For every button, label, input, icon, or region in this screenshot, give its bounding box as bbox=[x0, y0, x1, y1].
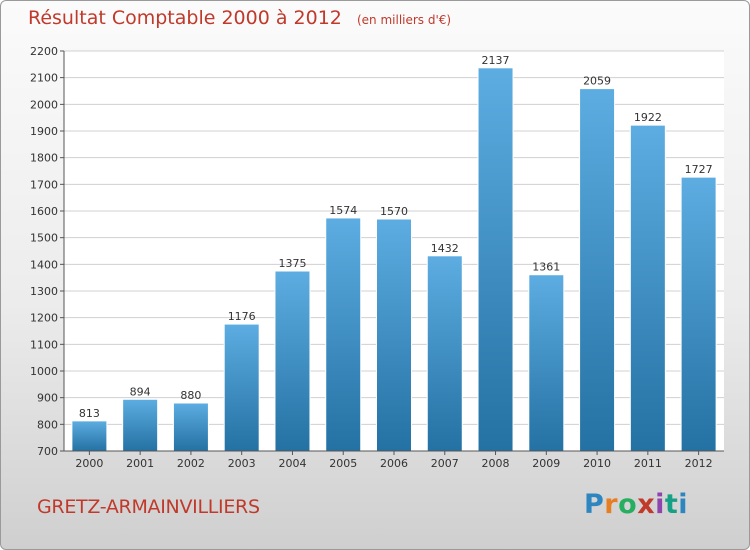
bars bbox=[71, 67, 717, 452]
bar bbox=[274, 270, 311, 452]
data-label: 1727 bbox=[685, 163, 713, 176]
logo-letter: P bbox=[584, 489, 605, 520]
x-tick-label: 2005 bbox=[329, 457, 357, 470]
y-tick-label: 2200 bbox=[30, 45, 58, 58]
bar bbox=[629, 124, 666, 452]
logo-letter: i bbox=[655, 489, 665, 520]
bar bbox=[579, 88, 616, 452]
y-tick-label: 1800 bbox=[30, 152, 58, 165]
y-tick-label: 1200 bbox=[30, 312, 58, 325]
data-labels: 813 894 880 1176 1375 1574 1570 1432 2137 1361 205… bbox=[79, 54, 713, 420]
bar bbox=[528, 274, 565, 452]
bar bbox=[680, 176, 717, 452]
bar bbox=[172, 402, 209, 452]
x-tick-label: 2006 bbox=[380, 457, 408, 470]
logo-letter: o bbox=[618, 489, 638, 520]
logo-letter: r bbox=[604, 489, 619, 520]
data-label: 1375 bbox=[278, 257, 306, 270]
x-tick-label: 2007 bbox=[431, 457, 459, 470]
bar bbox=[223, 323, 260, 452]
logo-letter: t bbox=[664, 489, 679, 520]
bar bbox=[325, 217, 362, 452]
x-tick-label: 2000 bbox=[75, 457, 103, 470]
bar bbox=[376, 218, 412, 452]
bar bbox=[71, 420, 108, 452]
x-tick-label: 2001 bbox=[126, 457, 154, 470]
x-tick-label: 2008 bbox=[482, 457, 510, 470]
y-tick-label: 1600 bbox=[30, 205, 58, 218]
place-name: GRETZ-ARMAINVILLIERS bbox=[37, 496, 260, 518]
x-tick-label: 2004 bbox=[278, 457, 306, 470]
data-label: 1432 bbox=[431, 242, 459, 255]
data-label: 1176 bbox=[228, 310, 256, 323]
x-tick-label: 2009 bbox=[532, 457, 560, 470]
chart-title: Résultat Comptable 2000 à 2012 bbox=[28, 7, 342, 29]
x-tick-label: 2002 bbox=[177, 457, 205, 470]
logo-letter: x bbox=[637, 489, 656, 520]
logo-letter: i bbox=[678, 489, 689, 520]
y-tick-label: 1000 bbox=[30, 365, 58, 378]
x-axis-ticks: 2000 2001 2002 2003 2004 2005 2006 2007 2008 2009… bbox=[75, 451, 713, 470]
y-tick-label: 1500 bbox=[30, 232, 58, 245]
y-axis-ticks: 700 800 900 1000 1100 1200 1300 1400 1500 1600 170… bbox=[30, 45, 64, 458]
data-label: 2059 bbox=[583, 75, 611, 88]
y-tick-label: 2100 bbox=[30, 72, 58, 85]
bar bbox=[122, 398, 159, 452]
data-label: 1361 bbox=[532, 261, 560, 274]
x-tick-label: 2012 bbox=[685, 457, 713, 470]
bar bbox=[477, 67, 514, 452]
data-label: 1570 bbox=[380, 205, 408, 218]
data-label: 880 bbox=[180, 389, 201, 402]
data-label: 1922 bbox=[634, 111, 662, 124]
x-tick-label: 2003 bbox=[228, 457, 256, 470]
bar bbox=[426, 255, 463, 452]
y-tick-label: 800 bbox=[37, 418, 58, 431]
y-tick-label: 1900 bbox=[30, 125, 58, 138]
data-label: 894 bbox=[130, 385, 151, 398]
y-tick-label: 700 bbox=[37, 445, 58, 458]
y-tick-label: 2000 bbox=[30, 98, 58, 111]
y-tick-label: 1400 bbox=[30, 258, 58, 271]
data-label: 2137 bbox=[482, 54, 510, 67]
y-tick-label: 1700 bbox=[30, 178, 58, 191]
data-label: 813 bbox=[79, 407, 100, 420]
chart-subtitle: (en milliers d'€) bbox=[356, 13, 452, 27]
y-tick-label: 900 bbox=[37, 392, 58, 405]
data-label: 1574 bbox=[329, 204, 357, 217]
y-tick-label: 1300 bbox=[30, 285, 58, 298]
y-tick-label: 1100 bbox=[30, 338, 58, 351]
x-tick-label: 2010 bbox=[583, 457, 611, 470]
x-tick-label: 2011 bbox=[634, 457, 662, 470]
proxiti-logo: Proxiti bbox=[584, 489, 688, 520]
chart-title-block: Résultat Comptable 2000 à 2012 (en milli… bbox=[28, 7, 451, 29]
